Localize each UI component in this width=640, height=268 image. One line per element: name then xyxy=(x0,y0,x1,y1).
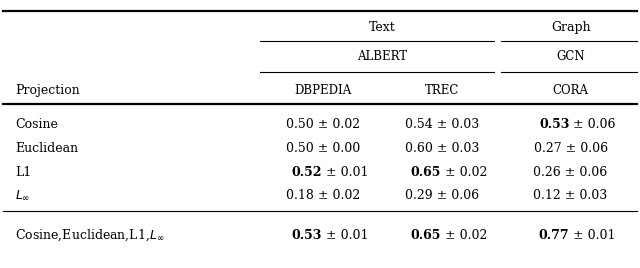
Text: Graph: Graph xyxy=(551,21,591,34)
Text: Cosine: Cosine xyxy=(15,118,58,131)
Text: Euclidean: Euclidean xyxy=(15,142,79,155)
Text: 0.26 ± 0.06: 0.26 ± 0.06 xyxy=(534,166,608,178)
Text: 0.50 ± 0.02: 0.50 ± 0.02 xyxy=(286,118,360,131)
Text: TREC: TREC xyxy=(425,84,460,97)
Text: 0.12 ± 0.03: 0.12 ± 0.03 xyxy=(534,189,608,202)
Text: DBPEDIA: DBPEDIA xyxy=(294,84,352,97)
Text: ± 0.06: ± 0.06 xyxy=(570,118,616,131)
Text: 0.60 ± 0.03: 0.60 ± 0.03 xyxy=(405,142,479,155)
Text: Projection: Projection xyxy=(15,84,80,97)
Text: 0.53: 0.53 xyxy=(539,118,570,131)
Text: 0.77: 0.77 xyxy=(539,229,570,241)
Text: L1: L1 xyxy=(15,166,32,178)
Text: 0.29 ± 0.06: 0.29 ± 0.06 xyxy=(405,189,479,202)
Text: 0.65: 0.65 xyxy=(410,229,441,241)
Text: CORA: CORA xyxy=(552,84,589,97)
Text: 0.52: 0.52 xyxy=(291,166,322,178)
Text: $L_{\infty}$: $L_{\infty}$ xyxy=(15,189,31,202)
Text: 0.53: 0.53 xyxy=(292,229,322,241)
Text: 0.50 ± 0.00: 0.50 ± 0.00 xyxy=(286,142,360,155)
Text: ± 0.02: ± 0.02 xyxy=(441,166,487,178)
Text: 0.65: 0.65 xyxy=(410,166,441,178)
Text: 0.27 ± 0.06: 0.27 ± 0.06 xyxy=(534,142,607,155)
Text: ± 0.01: ± 0.01 xyxy=(570,229,616,241)
Text: ± 0.01: ± 0.01 xyxy=(322,166,369,178)
Text: ± 0.01: ± 0.01 xyxy=(322,229,369,241)
Text: Cosine,Euclidean,L1,$L_{\infty}$: Cosine,Euclidean,L1,$L_{\infty}$ xyxy=(15,227,165,243)
Text: 0.18 ± 0.02: 0.18 ± 0.02 xyxy=(286,189,360,202)
Text: Text: Text xyxy=(369,21,396,34)
Text: ALBERT: ALBERT xyxy=(356,50,407,63)
Text: 0.54 ± 0.03: 0.54 ± 0.03 xyxy=(405,118,479,131)
Text: GCN: GCN xyxy=(556,50,585,63)
Text: ± 0.02: ± 0.02 xyxy=(441,229,487,241)
